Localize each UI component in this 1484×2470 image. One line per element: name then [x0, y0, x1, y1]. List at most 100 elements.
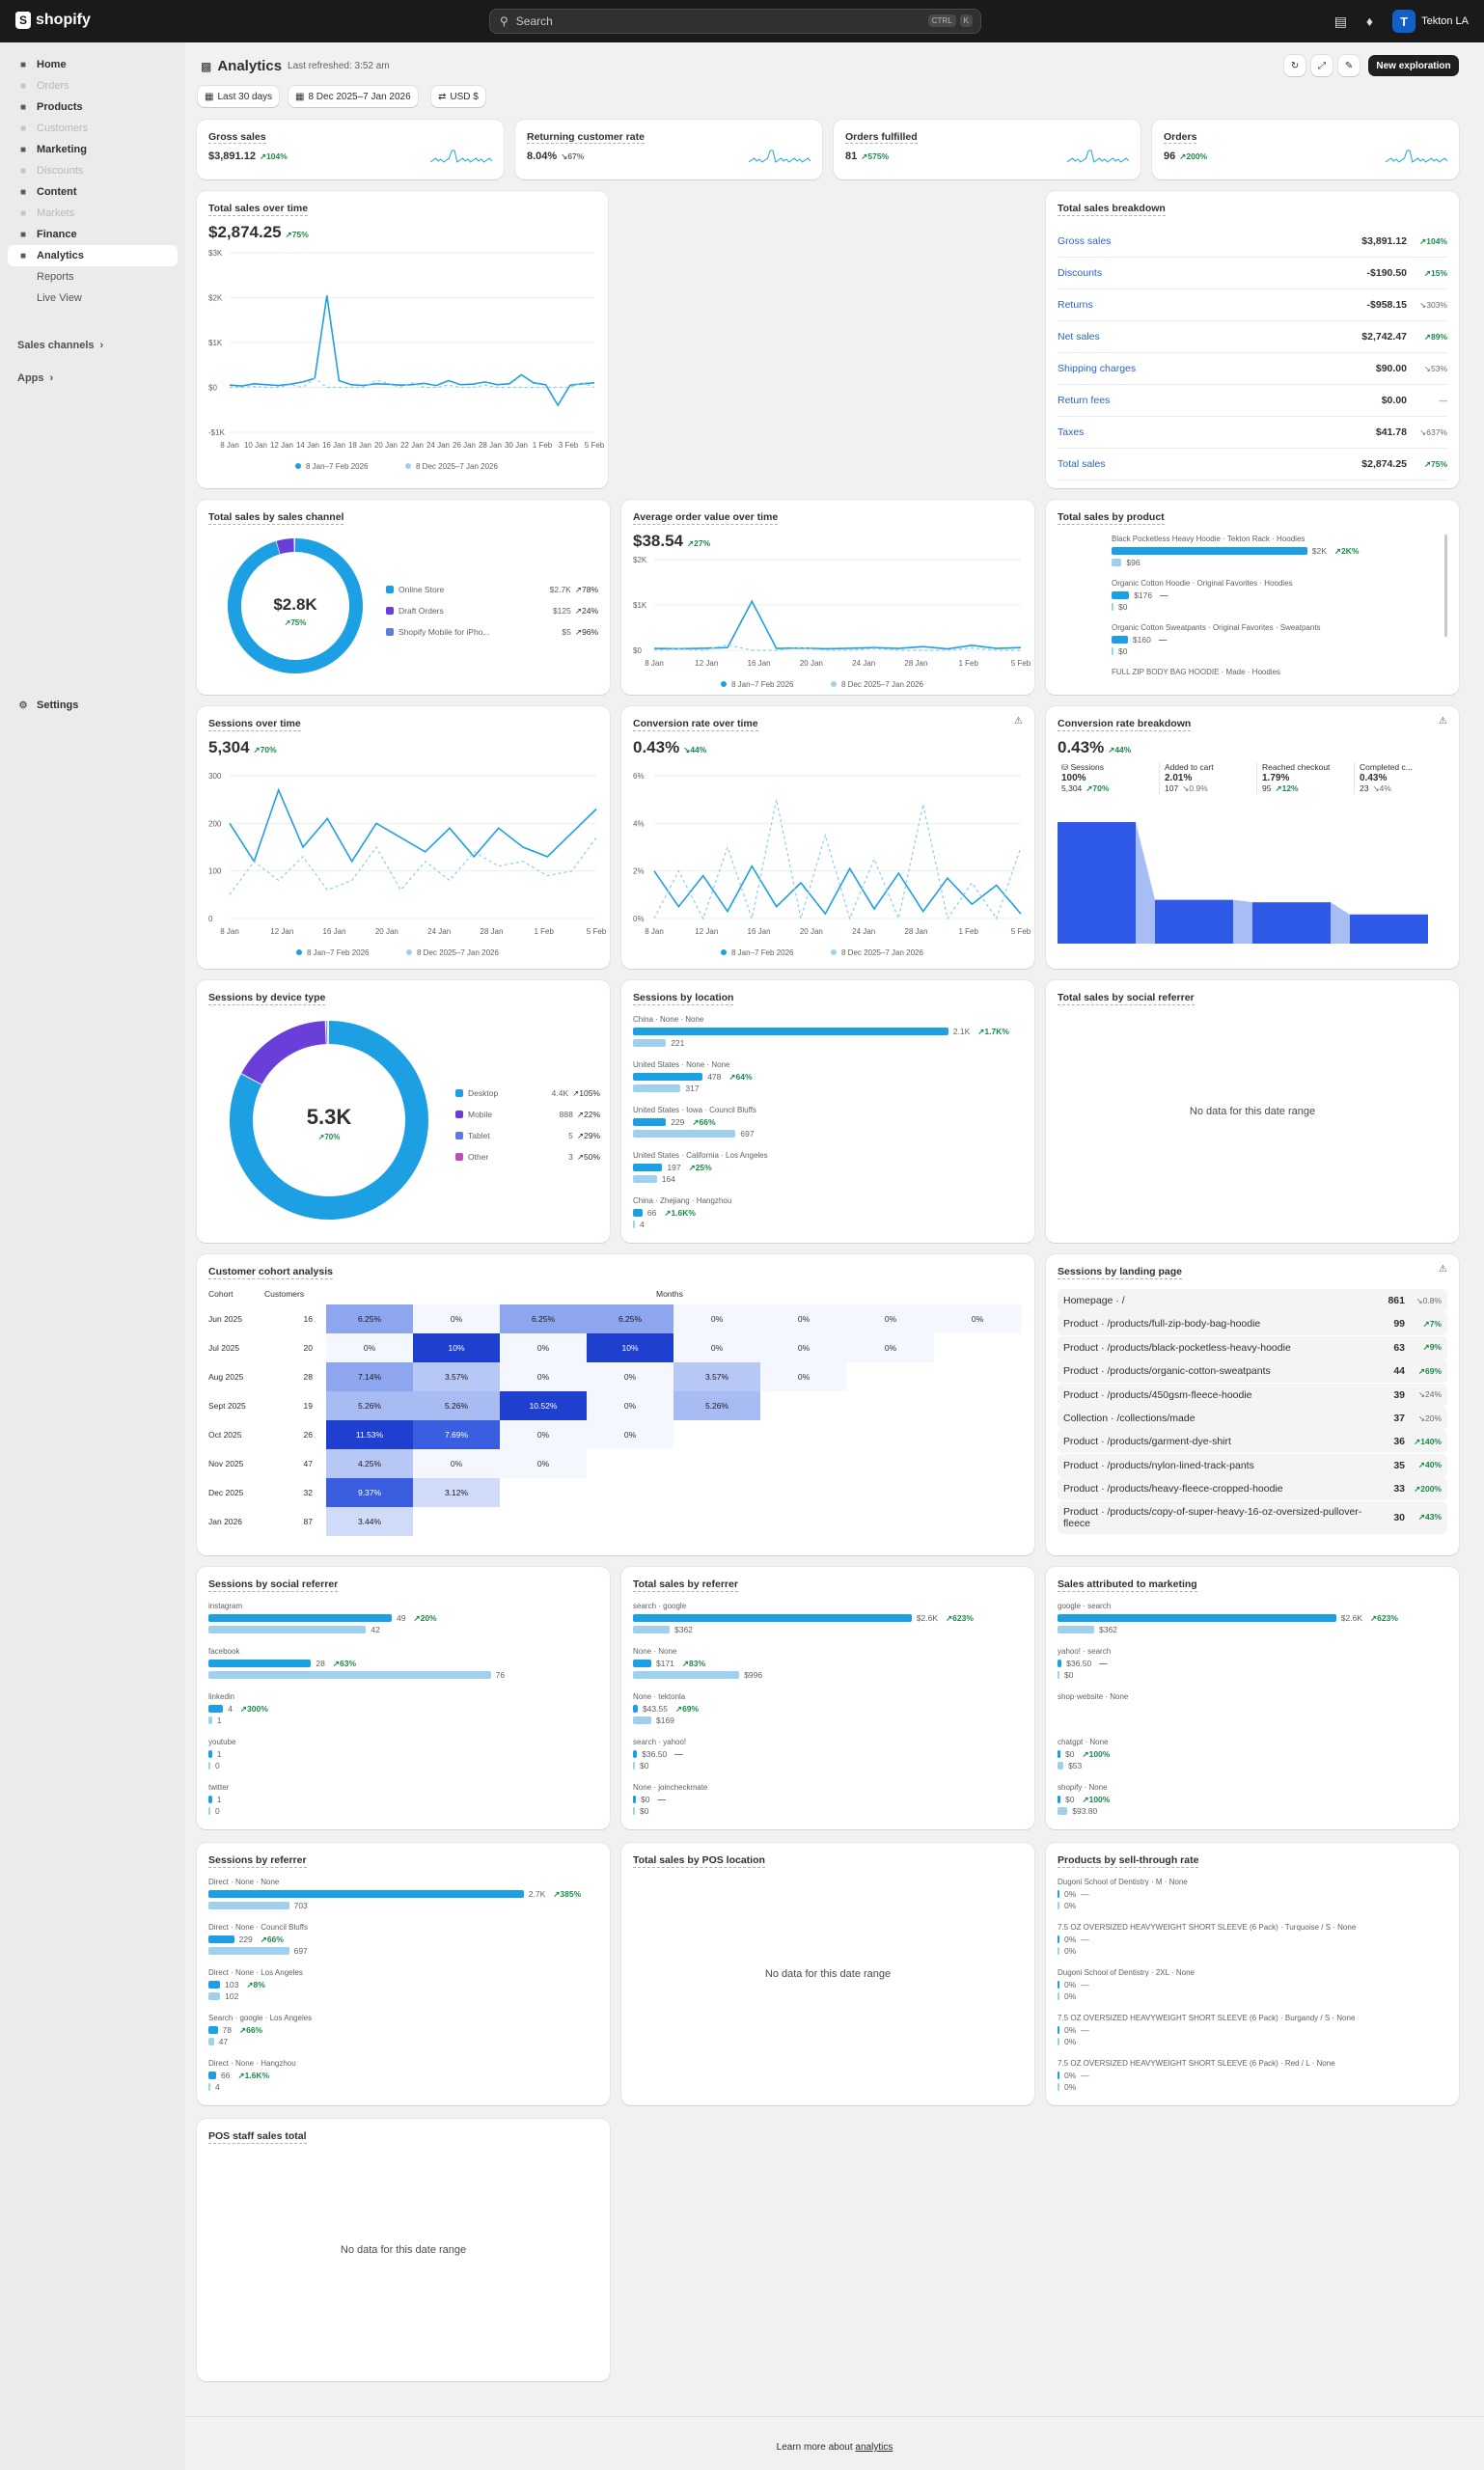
- cohort-cell[interactable]: 10%: [413, 1333, 500, 1362]
- landing-page-label[interactable]: Product · /products/copy-of-super-heavy-…: [1063, 1505, 1362, 1529]
- sessions-by-referrer-card[interactable]: Sessions by referrer Direct · None · Non…: [197, 1843, 610, 2105]
- total-sales-over-time-card[interactable]: Total sales over time $2,874.25 ↗75% $3K $…: [197, 191, 608, 488]
- landing-page-row[interactable]: Product · /products/450gsm-fleece-hoodie…: [1058, 1383, 1447, 1407]
- sessions-over-time-card[interactable]: Sessions over time 5,304 ↗70% 300 200 100 0 8…: [197, 706, 610, 969]
- sell-through-item[interactable]: Dugoni School of Dentistry · 2XL · None 0…: [1058, 1968, 1447, 2014]
- cohort-cell[interactable]: 6.25%: [587, 1304, 673, 1333]
- cohort-cell[interactable]: 0%: [326, 1333, 413, 1362]
- bar-list-item[interactable]: China · Zhejiang · Hangzhou 66 ↗1.6K% 4: [633, 1196, 1023, 1242]
- sessions-by-location-card[interactable]: Sessions by location China · None · None…: [621, 980, 1034, 1243]
- bar-list-item[interactable]: United States · Iowa · Council Bluffs 229…: [633, 1106, 1023, 1151]
- funnel-step-header[interactable]: Reached checkout 1.79% 95 ↗12%: [1256, 762, 1346, 794]
- bar-list-item[interactable]: Direct · None · Hangzhou 66 ↗1.6K% 4: [208, 2059, 598, 2104]
- bar-list-item[interactable]: None · joincheckmate $0 — $0: [633, 1783, 1023, 1828]
- sales-by-pos-location-card[interactable]: Total sales by POS location No data for …: [621, 1843, 1034, 2105]
- conversion-breakdown-card[interactable]: Conversion rate breakdown ⚠ 0.43% ↗44% ⛁ …: [1046, 706, 1459, 969]
- cohort-cell[interactable]: 0%: [673, 1304, 760, 1333]
- breakdown-label[interactable]: Taxes: [1058, 426, 1085, 438]
- donut-segment[interactable]: [241, 1021, 327, 1085]
- bar-list-item[interactable]: linkedin 4 ↗300% 1: [208, 1692, 598, 1738]
- cohort-cell[interactable]: 10%: [587, 1333, 673, 1362]
- sidebar-item-content[interactable]: ■ Content: [8, 181, 178, 203]
- bar-list-item[interactable]: youtube 1 0: [208, 1738, 598, 1783]
- landing-page-row[interactable]: Product · /products/full-zip-body-bag-ho…: [1058, 1312, 1447, 1336]
- cohort-cell[interactable]: 7.69%: [413, 1420, 500, 1449]
- apps-section[interactable]: Apps ›: [17, 372, 54, 384]
- funnel-step-header[interactable]: ⛁ Sessions 100% 5,304 ↗70%: [1061, 762, 1151, 794]
- breakdown-label[interactable]: Net sales: [1058, 331, 1100, 343]
- landing-page-label[interactable]: Product · /products/full-zip-body-bag-ho…: [1063, 1318, 1261, 1331]
- cohort-cell[interactable]: 0%: [500, 1449, 587, 1478]
- cohort-cell[interactable]: 6.25%: [326, 1304, 413, 1333]
- landing-page-row[interactable]: Product · /products/garment-dye-shirt 36 ↗…: [1058, 1430, 1447, 1454]
- legend-item[interactable]: Draft Orders $125 ↗24%: [386, 600, 598, 621]
- cohort-cell[interactable]: 4.25%: [326, 1449, 413, 1478]
- breakdown-row[interactable]: Net sales $2,742.47 ↗89%: [1058, 321, 1447, 353]
- bar-list-item[interactable]: instagram 49 ↗20% 42: [208, 1602, 598, 1647]
- breakdown-row[interactable]: Discounts -$190.50 ↗15%: [1058, 258, 1447, 289]
- legend-item[interactable]: Tablet 5 ↗29%: [455, 1125, 600, 1146]
- legend-item[interactable]: Mobile 888 ↗22%: [455, 1104, 600, 1125]
- landing-page-label[interactable]: Collection · /collections/made: [1063, 1413, 1195, 1424]
- landing-page-label[interactable]: Homepage · /: [1063, 1295, 1125, 1306]
- kpi-card-1[interactable]: Returning customer rate 8.04% ↘67%: [515, 120, 822, 179]
- warning-icon[interactable]: ⚠: [1439, 1264, 1447, 1275]
- landing-page-row[interactable]: Product · /products/heavy-fleece-cropped…: [1058, 1477, 1447, 1501]
- donut-segment[interactable]: [228, 538, 363, 673]
- breakdown-row[interactable]: Total sales $2,874.25 ↗75%: [1058, 449, 1447, 480]
- date-range-filter[interactable]: ▦ Last 30 days: [198, 86, 280, 107]
- sales-by-social-referrer-card[interactable]: Total sales by social referrer No data f…: [1046, 980, 1459, 1243]
- sales-by-product-card[interactable]: Total sales by product Black Pocketless …: [1046, 500, 1459, 695]
- sidebar-subitem-live-view[interactable]: Live View: [37, 292, 82, 304]
- scrollbar[interactable]: [1444, 535, 1447, 637]
- cohort-cell[interactable]: 0%: [500, 1420, 587, 1449]
- cohort-cell[interactable]: 3.57%: [673, 1362, 760, 1391]
- sales-by-referrer-card[interactable]: Total sales by referrer search · google $…: [621, 1567, 1034, 1829]
- cohort-cell[interactable]: 0%: [760, 1362, 847, 1391]
- landing-page-row[interactable]: Homepage · / 861 ↘0.8%: [1058, 1289, 1447, 1312]
- inbox-icon[interactable]: ▤: [1333, 13, 1347, 29]
- legend-item[interactable]: Desktop 4.4K ↗105%: [455, 1083, 600, 1104]
- bar-list-item[interactable]: None · tektonla $43.55 ↗69% $169: [633, 1692, 1023, 1738]
- breakdown-row[interactable]: Return fees $0.00 —: [1058, 385, 1447, 417]
- comparison-filter[interactable]: ▦ 8 Dec 2025–7 Jan 2026: [289, 86, 418, 107]
- breakdown-row[interactable]: Returns -$958.15 ↘303%: [1058, 289, 1447, 321]
- currency-filter[interactable]: ⇄ USD $: [431, 86, 485, 107]
- conversion-rate-card[interactable]: Conversion rate over time ⚠ 0.43% ↘44% 6%…: [621, 706, 1034, 969]
- landing-page-row[interactable]: Product · /products/nylon-lined-track-pa…: [1058, 1453, 1447, 1477]
- refresh-button[interactable]: ↻: [1284, 55, 1305, 76]
- kpi-card-3[interactable]: Orders 96 ↗200%: [1152, 120, 1459, 179]
- pos-staff-sales-card[interactable]: POS staff sales total No data for this d…: [197, 2119, 610, 2381]
- bar-list-item[interactable]: Black Pocketless Heavy Hoodie · Tekton R…: [1112, 535, 1440, 579]
- edit-button[interactable]: ✎: [1338, 55, 1360, 76]
- legend-item[interactable]: Other 3 ↗50%: [455, 1146, 600, 1167]
- legend-item[interactable]: Online Store $2.7K ↗78%: [386, 579, 598, 600]
- store-menu[interactable]: T Tekton LA: [1392, 10, 1469, 33]
- breakdown-label[interactable]: Shipping charges: [1058, 363, 1137, 374]
- fullscreen-button[interactable]: ⤢: [1311, 55, 1333, 76]
- breakdown-row[interactable]: Shipping charges $90.00 ↘53%: [1058, 353, 1447, 385]
- cohort-cell[interactable]: 0%: [587, 1420, 673, 1449]
- funnel-bar[interactable]: [1350, 914, 1428, 944]
- bar-list-item[interactable]: yahoo! · search $36.50 — $0: [1058, 1647, 1447, 1692]
- bar-list-item[interactable]: Search · google · Los Angeles 78 ↗66% 47: [208, 2014, 598, 2059]
- breakdown-row[interactable]: Taxes $41.78 ↘637%: [1058, 417, 1447, 449]
- funnel-step-header[interactable]: Completed c... 0.43% 23 ↘4%: [1354, 762, 1443, 794]
- bar-list-item[interactable]: None · None $171 ↗83% $996: [633, 1647, 1023, 1692]
- breakdown-label[interactable]: Gross sales: [1058, 235, 1112, 247]
- cohort-cell[interactable]: 5.26%: [413, 1391, 500, 1420]
- bar-list-item[interactable]: FULL ZIP BODY BAG HOODIE · Made · Hoodie…: [1112, 668, 1440, 695]
- bar-list-item[interactable]: search · yahoo! $36.50 — $0: [633, 1738, 1023, 1783]
- breakdown-label[interactable]: Discounts: [1058, 267, 1103, 279]
- sell-through-item[interactable]: Dugoni School of Dentistry · M · None 0% —…: [1058, 1878, 1447, 1923]
- cohort-cell[interactable]: 0%: [847, 1333, 934, 1362]
- kpi-card-0[interactable]: Gross sales $3,891.12 ↗104%: [197, 120, 504, 179]
- sell-through-item[interactable]: 7.5 OZ OVERSIZED HEAVYWEIGHT SHORT SLEEV…: [1058, 1923, 1447, 1968]
- funnel-step-header[interactable]: Added to cart 2.01% 107 ↘0.9%: [1159, 762, 1249, 794]
- funnel-bar[interactable]: [1252, 902, 1331, 944]
- sidebar-item-orders[interactable]: ■ Orders: [8, 75, 178, 96]
- landing-page-label[interactable]: Product · /products/black-pocketless-hea…: [1063, 1341, 1291, 1354]
- landing-page-row[interactable]: Product · /products/organic-cotton-sweat…: [1058, 1359, 1447, 1384]
- sidebar-item-home[interactable]: ■ Home: [8, 54, 178, 75]
- cohort-cell[interactable]: 7.14%: [326, 1362, 413, 1391]
